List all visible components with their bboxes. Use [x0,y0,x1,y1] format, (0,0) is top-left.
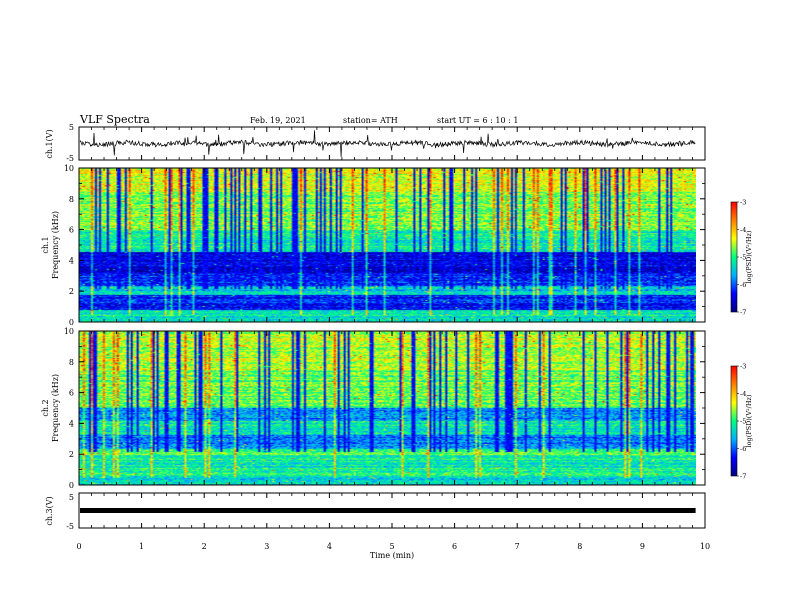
ch2-spectrogram-panel: 10 8 6 4 2 0 ch.2 Frequency (kHz) [41,327,706,490]
colorbar-tick-label: -4 [740,226,746,234]
x-tick-label: 5 [389,542,394,551]
x-tick-label: 4 [327,542,332,551]
colorbar-tick-label: -5 [740,254,746,262]
ch2-channel-label: ch.2 [41,399,50,416]
ch1-channel-label: ch.1 [41,236,50,253]
ch2-spectrogram-image [79,331,696,485]
x-tick-label: 2 [202,542,207,551]
colorbar-tick-label: -7 [740,309,746,317]
ch1-colorbar: -3 -4 -5 -6 -7 log(PSD)(V²/Hz) [730,199,753,317]
x-tick-label: 8 [577,542,582,551]
ch3-volt-ylabel: ch.3(V) [45,496,54,525]
colorbar-tick-label: -3 [740,363,746,371]
ch1-spectrogram-image [79,168,696,322]
ch3-ytick-neg5: -5 [66,522,74,531]
x-tick-label: 1 [139,542,144,551]
y-tick-label: 10 [64,164,74,173]
y-tick-label: 0 [69,318,74,327]
start-time-label: start UT = 6 : 10 : 1 [437,116,518,125]
y-tick-label: 8 [69,195,74,204]
colorbar-tick-label: -3 [740,199,746,207]
colorbar-label: log(PSD)(V²/Hz) [745,230,753,283]
x-tick-label: 0 [76,542,81,551]
y-tick-label: 6 [69,226,74,235]
ch1-frequency-ylabel: Frequency (kHz) [51,211,60,279]
ch2-frequency-ylabel: Frequency (kHz) [51,374,60,442]
y-tick-label: 10 [64,327,74,336]
x-tick-label: 6 [452,542,457,551]
ch1-volt-ylabel: ch.1(V) [45,129,54,158]
x-tick-label: 7 [515,542,520,551]
ch2-colorbar: -3 -4 -5 -6 -7 log(PSD)(V²/Hz) [730,363,753,481]
x-tick-label: 3 [264,542,269,551]
colorbar-label: log(PSD)(V²/Hz) [745,394,753,447]
y-tick-label: 0 [69,481,74,490]
ch3-waveform-line [80,508,696,513]
colorbar-tick-label: -7 [740,473,746,481]
colorbar-gradient [730,201,738,313]
y-tick-label: 4 [69,256,74,265]
colorbar-tick-label: -5 [740,418,746,426]
y-tick-label: 6 [69,389,74,398]
x-tick-label: 10 [700,542,710,551]
ch3-ytick-5: 5 [69,493,74,502]
y-tick-label: 2 [69,450,74,459]
y-tick-label: 4 [69,419,74,428]
ch1-waveform-line [79,130,696,158]
colorbar-tick-label: -4 [740,390,746,398]
y-tick-label: 2 [69,287,74,296]
ch1-waveform-panel: 5 -5 ch.1(V) [45,123,706,163]
ch1-ytick-5: 5 [69,123,74,132]
ch3-waveform-panel: 5 -5 ch.3(V) [45,492,706,531]
station-label: station= ATH [343,116,398,125]
date-label: Feb. 19, 2021 [250,116,306,125]
x-tick-label: 9 [640,542,645,551]
ch1-spectrogram-panel: 10 8 6 4 2 0 ch.1 Frequency (kHz) [41,164,706,327]
ch1-ytick-neg5: -5 [66,154,74,163]
colorbar-gradient [730,365,738,477]
colorbar-tick-label: -6 [740,281,746,289]
figure-title: VLF Spectra [79,113,150,126]
x-axis-label: Time (min) [370,551,414,560]
y-tick-label: 8 [69,358,74,367]
colorbar-tick-label: -6 [740,445,746,453]
